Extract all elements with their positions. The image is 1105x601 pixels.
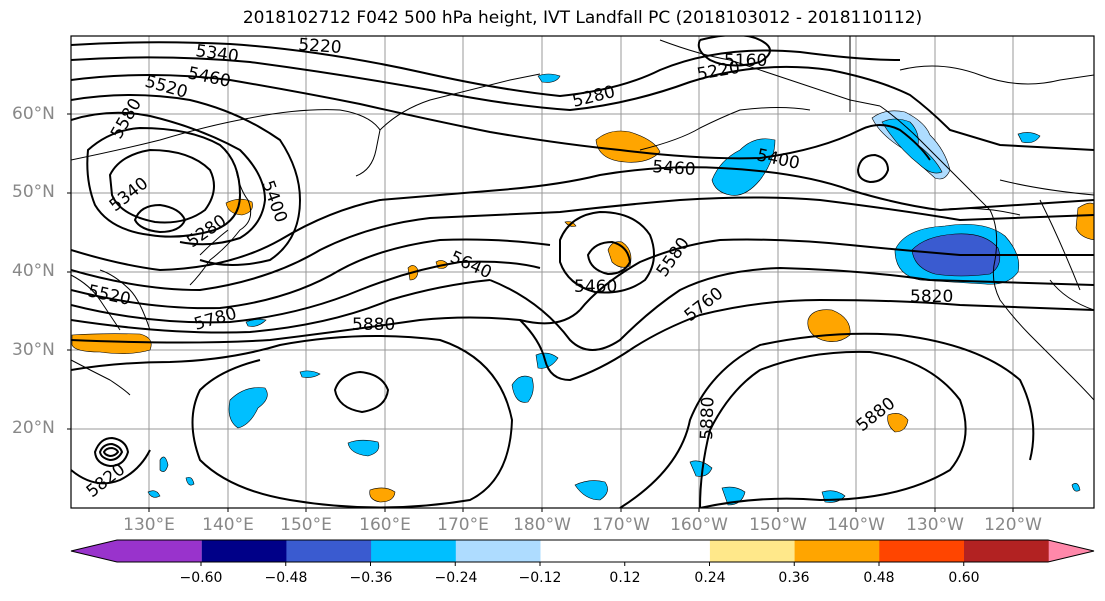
contour-label: 5220 [695, 58, 741, 85]
lat-label-40n: 40°N [12, 261, 55, 281]
lon-label-120w: 120°W [984, 515, 1042, 535]
lat-label-20n: 20°N [12, 418, 55, 438]
contour-label: 5460 [652, 157, 697, 180]
colorbar-segment [709, 540, 796, 562]
contour-label: 5400 [257, 178, 291, 225]
lon-label-130e: 130°E [123, 515, 175, 535]
height-contours [71, 36, 1094, 508]
lat-label-50n: 50°N [12, 182, 55, 202]
contour-label: 5820 [910, 287, 953, 307]
colorbar-segment [71, 540, 202, 562]
contour-label: 5580 [653, 234, 694, 281]
lat-lon-grid [71, 36, 1094, 508]
lon-label-150e: 150°E [280, 515, 332, 535]
contour-label: 5460 [186, 63, 232, 92]
lon-label-180w: 180°W [513, 515, 571, 535]
lon-label-160e: 160°E [359, 515, 411, 535]
colorbar-tick-label: 0.60 [948, 570, 980, 586]
lat-label-60n: 60°N [12, 104, 55, 124]
colorbar-tick-label: −0.12 [518, 570, 562, 586]
colorbar-tick-label: 0.48 [863, 570, 895, 586]
colorbar-segment [455, 540, 541, 562]
contour-label: 5640 [447, 247, 495, 283]
colorbar-segment [879, 540, 965, 562]
colorbar [70, 539, 1095, 566]
colorbar-tick-label: −0.36 [349, 570, 393, 586]
lon-label-140w: 140°W [827, 515, 885, 535]
contour-label: 5220 [298, 35, 343, 58]
contour-label: 5340 [106, 174, 152, 216]
contour-label: 5880 [352, 315, 395, 335]
colorbar-tick-label: −0.24 [434, 570, 478, 586]
colorbar-segment [286, 540, 372, 562]
contour-label: 5880 [697, 396, 718, 440]
colorbar-segment [201, 540, 287, 562]
colorbar-tick-label: 0.36 [778, 570, 810, 586]
lat-label-30n: 30°N [12, 340, 55, 360]
colorbar-segment [540, 540, 626, 562]
ivt-positive-area [595, 130, 661, 163]
colorbar-segment [964, 540, 1050, 562]
lon-label-150w: 150°W [749, 515, 807, 535]
colorbar-segment [794, 540, 880, 562]
lon-label-130w: 130°W [906, 515, 964, 535]
colorbar-segment [1048, 540, 1094, 562]
colorbar-outline [70, 539, 1095, 563]
colorbar-tick-label: 0.24 [694, 570, 726, 586]
colorbar-tick-label: −0.60 [179, 570, 223, 586]
lon-label-140e: 140°E [202, 515, 254, 535]
colorbar-tick-label: −0.48 [264, 570, 308, 586]
contour-label: 5460 [574, 277, 617, 297]
colorbar-tick-label: 0.12 [609, 570, 641, 586]
contour-label: 5580 [107, 95, 146, 142]
lon-label-170w: 170°W [592, 515, 650, 535]
colorbar-segment [625, 540, 711, 562]
lon-label-170e: 170°E [437, 515, 489, 535]
colorbar-segment [371, 540, 457, 562]
lon-label-160w: 160°W [670, 515, 728, 535]
contour-label: 5160 [724, 51, 767, 71]
contour-label: 5760 [681, 284, 727, 326]
map-title: 2018102712 F042 500 hPa height, IVT Land… [242, 8, 923, 28]
